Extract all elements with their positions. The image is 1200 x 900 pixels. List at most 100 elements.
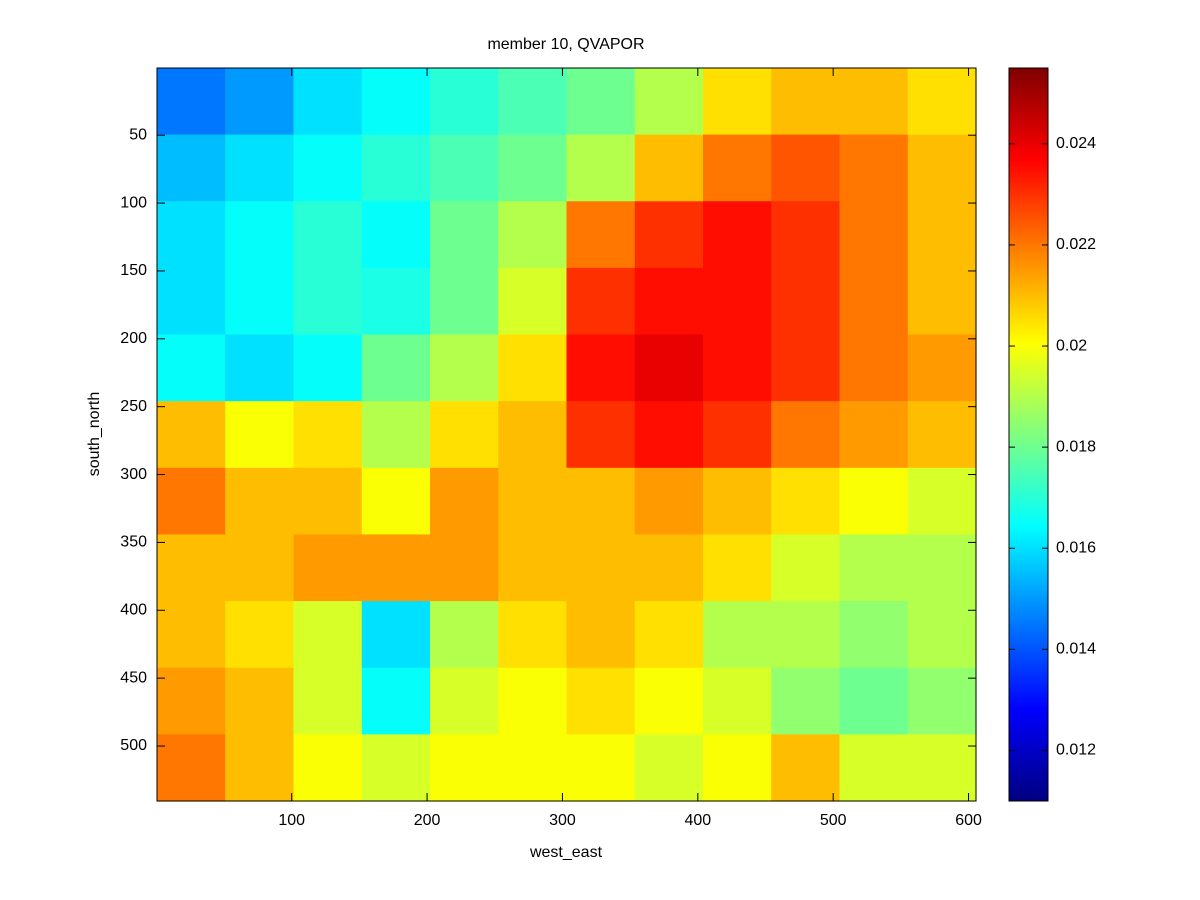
heatmap-cell xyxy=(293,201,363,269)
heatmap-cell xyxy=(839,667,909,735)
heatmap-cell xyxy=(634,401,704,469)
heatmap-cell xyxy=(293,334,363,402)
heatmap-cell xyxy=(566,134,636,202)
heatmap-cell xyxy=(225,201,295,269)
heatmap-cell xyxy=(361,734,431,802)
heatmap-cell xyxy=(634,68,704,136)
heatmap-cell xyxy=(634,734,704,802)
heatmap xyxy=(157,68,977,802)
heatmap-cell xyxy=(157,201,226,269)
heatmap-cell xyxy=(293,467,363,536)
axes-box xyxy=(156,67,977,802)
y-tick-label: 200 xyxy=(120,330,147,347)
heatmap-cell xyxy=(498,201,568,269)
heatmap-cell xyxy=(566,267,636,336)
heatmap-cell xyxy=(293,601,363,669)
heatmap-cell xyxy=(293,667,363,735)
heatmap-cell xyxy=(839,201,909,269)
x-tick-label: 200 xyxy=(414,812,441,829)
heatmap-cell xyxy=(430,467,499,536)
heatmap-cell xyxy=(839,601,909,669)
heatmap-cell xyxy=(361,467,431,536)
heatmap-cell xyxy=(907,134,977,202)
heatmap-cell xyxy=(157,134,226,202)
heatmap-cell xyxy=(498,267,568,336)
heatmap-cell xyxy=(566,201,636,269)
heatmap-cell xyxy=(771,267,841,336)
heatmap-cell xyxy=(225,401,295,469)
heatmap-cell xyxy=(634,534,704,602)
heatmap-cell xyxy=(157,467,226,536)
heatmap-cell xyxy=(430,267,499,336)
heatmap-cell xyxy=(703,534,772,602)
heatmap-cell xyxy=(703,201,772,269)
heatmap-cell xyxy=(293,401,363,469)
heatmap-cell xyxy=(703,68,772,136)
heatmap-cell xyxy=(225,134,295,202)
heatmap-cell xyxy=(225,68,295,136)
heatmap-cell xyxy=(498,134,568,202)
colorbar-tick-label: 0.02 xyxy=(1056,337,1087,354)
heatmap-cell xyxy=(293,68,363,136)
heatmap-cell xyxy=(430,667,499,735)
heatmap-cell xyxy=(771,734,841,802)
colorbar-tick-label: 0.014 xyxy=(1056,641,1096,658)
x-axis-label: west_east xyxy=(529,844,603,861)
heatmap-cell xyxy=(839,267,909,336)
heatmap-cell xyxy=(430,201,499,269)
heatmap-cell xyxy=(771,601,841,669)
heatmap-cell xyxy=(430,134,499,202)
heatmap-cell xyxy=(361,334,431,402)
heatmap-cell xyxy=(907,734,977,802)
heatmap-cell xyxy=(361,267,431,336)
heatmap-cell xyxy=(839,467,909,536)
heatmap-cell xyxy=(907,667,977,735)
colorbar-tick-label: 0.018 xyxy=(1056,438,1096,455)
heatmap-cell xyxy=(498,68,568,136)
heatmap-cell xyxy=(566,401,636,469)
heatmap-cell xyxy=(566,667,636,735)
heatmap-cell xyxy=(839,734,909,802)
chart-title: member 10, QVAPOR xyxy=(487,36,644,53)
heatmap-cell xyxy=(498,734,568,802)
heatmap-cell xyxy=(498,401,568,469)
heatmap-cell xyxy=(157,68,226,136)
heatmap-cell xyxy=(703,734,772,802)
heatmap-cell xyxy=(634,267,704,336)
y-axis-label: south_north xyxy=(86,392,103,477)
heatmap-cell xyxy=(225,734,295,802)
heatmap-cell xyxy=(771,334,841,402)
y-tick-label: 350 xyxy=(120,534,147,551)
heatmap-cell xyxy=(498,534,568,602)
heatmap-cell xyxy=(157,267,226,336)
heatmap-cell xyxy=(430,734,499,802)
y-tick-label: 150 xyxy=(120,262,147,279)
heatmap-cell xyxy=(361,667,431,735)
heatmap-cell xyxy=(771,667,841,735)
heatmap-cell xyxy=(225,601,295,669)
heatmap-cell xyxy=(225,534,295,602)
heatmap-cell xyxy=(293,134,363,202)
heatmap-cell xyxy=(703,601,772,669)
heatmap-cell xyxy=(907,201,977,269)
colorbar-tick-label: 0.022 xyxy=(1056,236,1096,253)
heatmap-cell xyxy=(566,68,636,136)
heatmap-cell xyxy=(566,734,636,802)
y-tick-label: 50 xyxy=(129,126,147,143)
y-tick-label: 100 xyxy=(120,194,147,211)
heatmap-cell xyxy=(703,334,772,402)
heatmap-cell xyxy=(907,68,977,136)
heatmap-cell xyxy=(225,334,295,402)
heatmap-cell xyxy=(839,134,909,202)
heatmap-cell xyxy=(907,601,977,669)
heatmap-cell xyxy=(634,334,704,402)
heatmap-cell xyxy=(907,267,977,336)
heatmap-cell xyxy=(703,267,772,336)
heatmap-cell xyxy=(498,667,568,735)
heatmap-cell xyxy=(498,334,568,402)
heatmap-cell xyxy=(157,734,226,802)
heatmap-cell xyxy=(907,334,977,402)
heatmap-cell xyxy=(498,601,568,669)
heatmap-cell xyxy=(771,201,841,269)
x-tick-label: 600 xyxy=(955,812,982,829)
